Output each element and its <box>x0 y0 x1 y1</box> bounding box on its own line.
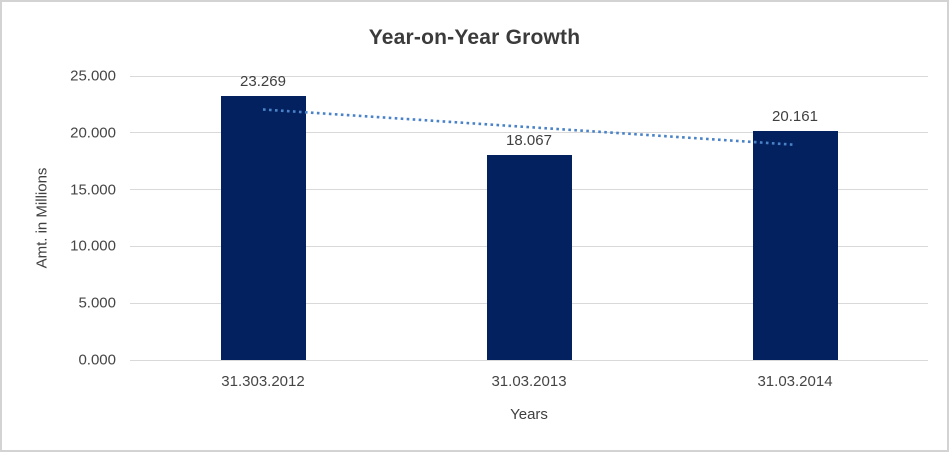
y-axis-tick-label: 15.000 <box>70 181 116 199</box>
y-axis-tick-label: 20.000 <box>70 124 116 142</box>
y-axis-tick-label: 25.000 <box>70 67 116 85</box>
y-axis-title: Amt. in Millions <box>33 167 51 269</box>
bar-31.03.2014 <box>752 130 838 360</box>
gridline <box>130 359 928 361</box>
bar-31.03.2013 <box>486 154 572 360</box>
x-axis-tick-label: 31.03.2014 <box>757 373 833 390</box>
x-axis-title: Years <box>510 406 548 423</box>
trendline <box>262 108 796 147</box>
bar-data-label: 23.269 <box>240 72 286 90</box>
x-axis-tick-label: 31.03.2013 <box>491 373 567 390</box>
bar-data-label: 20.161 <box>772 107 818 125</box>
chart-title: Year-on-Year Growth <box>368 26 581 49</box>
bar-31.303.2012 <box>220 95 306 360</box>
x-axis-tick-label: 31.303.2012 <box>221 373 305 390</box>
plot-area: 23.269 18.067 20.161 <box>130 72 928 361</box>
bar-data-label: 18.067 <box>506 131 552 149</box>
y-axis-tick-label: 5.000 <box>78 294 116 312</box>
y-axis-tick-label: 0.000 <box>78 351 116 369</box>
gridline <box>130 75 928 77</box>
gridline <box>130 132 928 134</box>
y-axis-tick-label: 10.000 <box>70 237 116 255</box>
